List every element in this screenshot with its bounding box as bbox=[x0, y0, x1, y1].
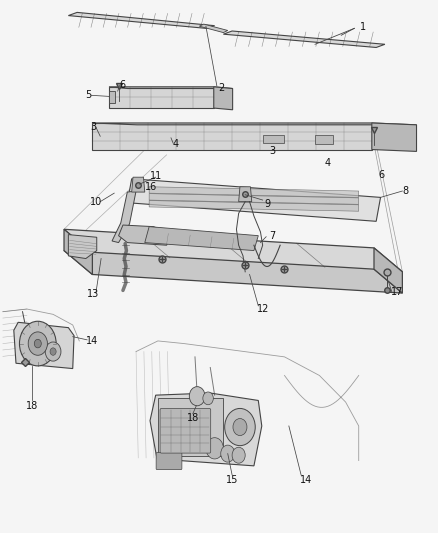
Polygon shape bbox=[64, 229, 92, 274]
Circle shape bbox=[189, 386, 205, 406]
Text: 6: 6 bbox=[119, 80, 125, 90]
FancyBboxPatch shape bbox=[158, 398, 223, 456]
Polygon shape bbox=[64, 229, 403, 272]
Polygon shape bbox=[315, 135, 332, 144]
Polygon shape bbox=[132, 177, 145, 192]
Polygon shape bbox=[150, 393, 262, 466]
Polygon shape bbox=[14, 322, 74, 368]
Polygon shape bbox=[92, 123, 417, 125]
Text: 3: 3 bbox=[269, 146, 276, 156]
Text: 14: 14 bbox=[300, 475, 312, 485]
Polygon shape bbox=[109, 87, 214, 108]
Polygon shape bbox=[149, 200, 359, 211]
Text: 18: 18 bbox=[187, 413, 199, 423]
Text: 18: 18 bbox=[26, 401, 38, 411]
Polygon shape bbox=[374, 248, 403, 293]
Polygon shape bbox=[112, 191, 136, 243]
Circle shape bbox=[206, 438, 223, 459]
Circle shape bbox=[233, 418, 247, 435]
Text: 6: 6 bbox=[378, 170, 385, 180]
Text: 7: 7 bbox=[269, 231, 276, 241]
Text: 4: 4 bbox=[324, 158, 330, 168]
Text: 13: 13 bbox=[87, 289, 99, 299]
Circle shape bbox=[232, 447, 245, 463]
Circle shape bbox=[45, 342, 61, 361]
Text: 8: 8 bbox=[403, 186, 409, 196]
Text: 10: 10 bbox=[90, 197, 102, 207]
Polygon shape bbox=[92, 123, 372, 150]
Text: 1: 1 bbox=[360, 22, 366, 33]
Polygon shape bbox=[145, 227, 258, 251]
Text: 16: 16 bbox=[145, 182, 157, 192]
Text: 14: 14 bbox=[86, 336, 99, 346]
Polygon shape bbox=[239, 187, 252, 201]
Polygon shape bbox=[119, 225, 173, 245]
Polygon shape bbox=[149, 187, 359, 197]
Polygon shape bbox=[109, 91, 115, 103]
Text: 12: 12 bbox=[258, 304, 270, 314]
Circle shape bbox=[225, 408, 255, 446]
Circle shape bbox=[34, 340, 41, 348]
Text: 9: 9 bbox=[265, 199, 271, 209]
Polygon shape bbox=[263, 135, 285, 143]
Text: 3: 3 bbox=[90, 122, 96, 132]
Text: 11: 11 bbox=[149, 171, 162, 181]
Polygon shape bbox=[68, 12, 215, 28]
Polygon shape bbox=[214, 87, 233, 110]
Polygon shape bbox=[372, 123, 417, 151]
Circle shape bbox=[50, 348, 56, 356]
Text: 15: 15 bbox=[226, 475, 238, 485]
Polygon shape bbox=[199, 24, 228, 33]
Polygon shape bbox=[127, 179, 381, 221]
Polygon shape bbox=[109, 87, 233, 88]
Circle shape bbox=[28, 332, 47, 356]
FancyBboxPatch shape bbox=[156, 453, 182, 470]
Circle shape bbox=[19, 321, 56, 366]
Circle shape bbox=[203, 392, 213, 405]
FancyBboxPatch shape bbox=[160, 408, 211, 453]
Text: 17: 17 bbox=[391, 287, 403, 297]
Polygon shape bbox=[64, 251, 403, 293]
Text: 4: 4 bbox=[172, 139, 178, 149]
Polygon shape bbox=[149, 193, 359, 204]
Polygon shape bbox=[223, 31, 385, 47]
Text: 2: 2 bbox=[218, 83, 224, 93]
Circle shape bbox=[221, 445, 235, 462]
Text: 5: 5 bbox=[85, 90, 91, 100]
Polygon shape bbox=[68, 235, 97, 259]
